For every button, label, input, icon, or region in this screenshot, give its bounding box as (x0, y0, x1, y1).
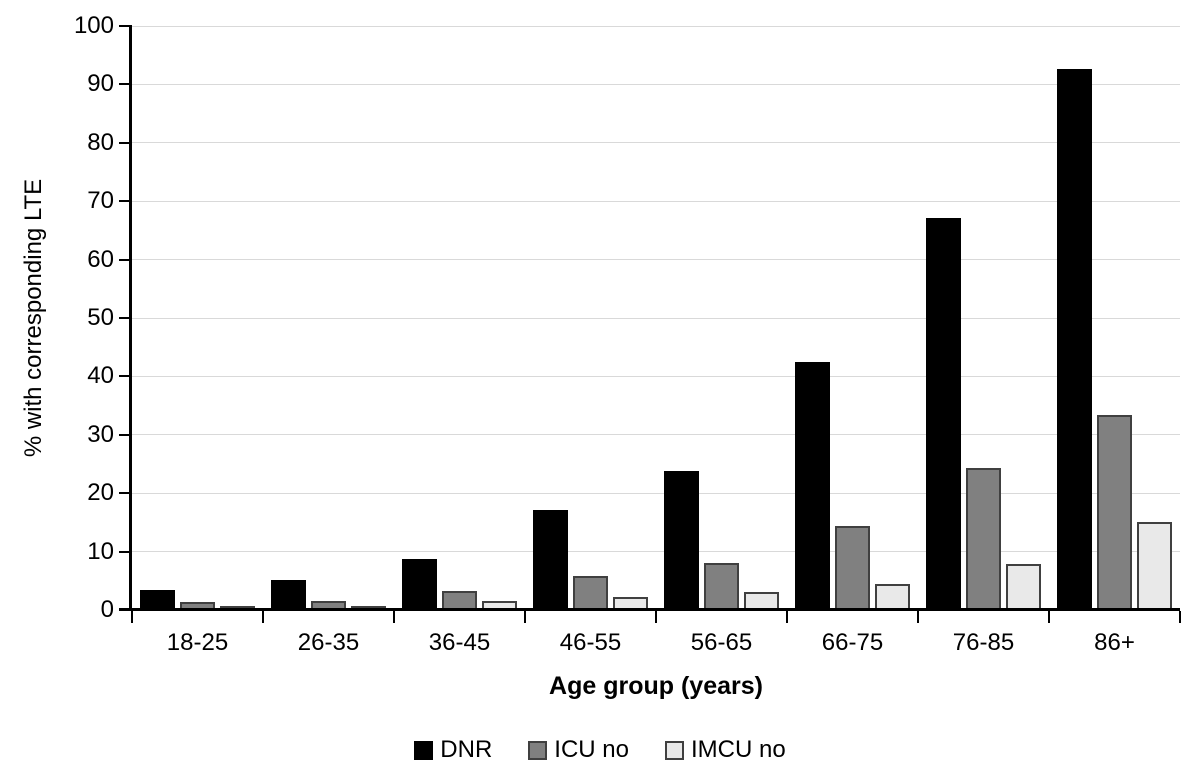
y-tick-label-20: 20 (87, 479, 114, 507)
x-category-label-26-35: 26-35 (297, 629, 360, 656)
gridline-70 (132, 200, 1180, 202)
y-tick-label-70: 70 (87, 187, 114, 215)
bar-icu-no-76-85 (966, 468, 1001, 610)
x-category-label-86: 86+ (1094, 629, 1135, 656)
legend-item-imcu-no: IMCU no (665, 736, 786, 764)
y-tick-label-60: 60 (87, 245, 114, 273)
x-tick-mark-4 (655, 611, 657, 623)
x-tick-mark-6 (917, 611, 919, 623)
y-tick-label-30: 30 (87, 420, 114, 448)
legend-item-dnr: DNR (414, 736, 492, 764)
x-tick-mark-3 (524, 611, 526, 623)
y-tick-mark-90 (119, 83, 132, 86)
y-tick-label-50: 50 (87, 304, 114, 331)
y-tick-mark-60 (119, 258, 132, 261)
y-tick-label-90: 90 (87, 70, 114, 98)
gridline-80 (132, 142, 1180, 144)
bar-imcu-no-86 (1137, 522, 1172, 610)
gridline-40 (132, 375, 1180, 377)
gridline-90 (132, 83, 1180, 85)
x-tick-mark-0 (131, 611, 133, 623)
y-tick-mark-20 (119, 492, 132, 495)
bar-dnr-18-25 (140, 590, 175, 610)
bar-imcu-no-66-75 (875, 584, 910, 610)
y-tick-label-40: 40 (87, 362, 114, 390)
y-tick-mark-30 (119, 433, 132, 436)
legend-swatch-imcu-no (665, 740, 684, 760)
bar-icu-no-56-65 (704, 563, 739, 610)
bar-icu-no-66-75 (835, 526, 870, 610)
legend-swatch-icu-no (528, 740, 548, 760)
x-tick-mark-7 (1048, 611, 1050, 623)
legend-item-icu-no: ICU no (528, 736, 629, 764)
x-tick-mark-8 (1179, 611, 1181, 623)
y-tick-label-80: 80 (87, 128, 114, 156)
x-category-label-46-55: 46-55 (559, 629, 622, 656)
legend-label-icu-no: ICU no (554, 736, 629, 763)
gridline-100 (132, 25, 1180, 27)
y-tick-mark-0 (119, 609, 132, 611)
y-tick-mark-70 (119, 200, 132, 203)
gridline-50 (132, 317, 1180, 319)
bar-icu-no-46-55 (573, 576, 608, 610)
legend-label-dnr: DNR (440, 736, 493, 763)
y-tick-mark-10 (119, 550, 132, 553)
x-category-label-36-45: 36-45 (428, 629, 491, 656)
bar-imcu-no-76-85 (1006, 564, 1041, 610)
x-category-label-76-85: 76-85 (952, 629, 1015, 656)
x-axis-line (119, 608, 1180, 611)
y-tick-mark-50 (119, 317, 132, 319)
bar-dnr-86 (1057, 69, 1092, 610)
bar-dnr-56-65 (664, 471, 699, 610)
gridline-10 (132, 551, 1180, 553)
y-tick-mark-100 (119, 25, 132, 27)
y-tick-label-100: 100 (73, 12, 114, 39)
x-tick-mark-2 (393, 611, 395, 623)
bar-dnr-26-35 (271, 580, 306, 610)
y-tick-label-10: 10 (87, 537, 114, 565)
gridline-60 (132, 259, 1180, 261)
x-tick-mark-1 (262, 611, 264, 623)
bar-dnr-36-45 (402, 559, 437, 610)
x-category-label-18-25: 18-25 (166, 629, 229, 656)
bar-icu-no-86 (1097, 415, 1132, 610)
bar-dnr-76-85 (926, 218, 961, 610)
x-category-label-56-65: 56-65 (690, 629, 753, 656)
gridline-20 (132, 492, 1180, 494)
legend: DNR ICU no IMCU no (0, 736, 1200, 764)
bar-dnr-66-75 (795, 362, 830, 610)
x-axis-title: Age group (years) (549, 672, 763, 700)
gridline-30 (132, 434, 1180, 436)
legend-label-imcu-no: IMCU no (691, 736, 786, 763)
x-tick-mark-5 (786, 611, 788, 623)
y-tick-mark-40 (119, 375, 132, 378)
y-tick-mark-80 (119, 141, 132, 144)
bar-dnr-46-55 (533, 510, 568, 610)
legend-swatch-dnr (414, 740, 434, 760)
y-tick-label-0: 0 (100, 596, 114, 623)
plot-area (132, 25, 1180, 610)
x-category-label-66-75: 66-75 (821, 629, 884, 656)
